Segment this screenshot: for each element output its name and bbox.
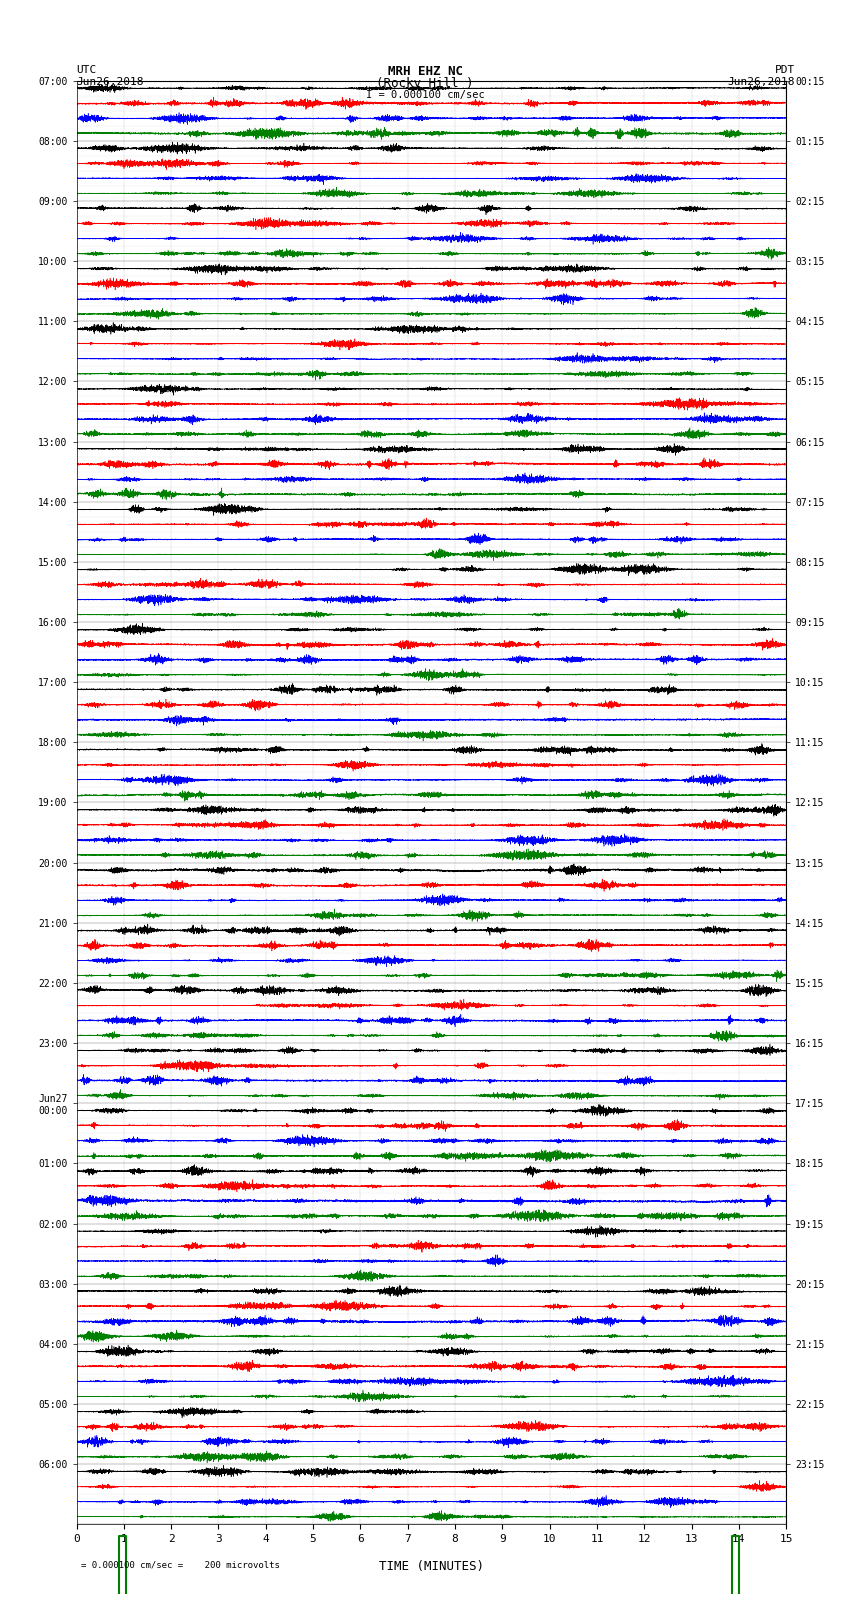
- Text: I = 0.000100 cm/sec: I = 0.000100 cm/sec: [366, 90, 484, 100]
- X-axis label: TIME (MINUTES): TIME (MINUTES): [379, 1560, 484, 1573]
- Text: UTC: UTC: [76, 65, 97, 74]
- Text: PDT: PDT: [774, 65, 795, 74]
- Text: Jun26,2018: Jun26,2018: [76, 77, 144, 87]
- Text: Jun26,2018: Jun26,2018: [728, 77, 795, 87]
- Text: = 0.000100 cm/sec =    200 microvolts: = 0.000100 cm/sec = 200 microvolts: [81, 1560, 280, 1569]
- Text: MRH EHZ NC: MRH EHZ NC: [388, 65, 462, 77]
- Text: (Rocky Hill ): (Rocky Hill ): [377, 77, 473, 90]
